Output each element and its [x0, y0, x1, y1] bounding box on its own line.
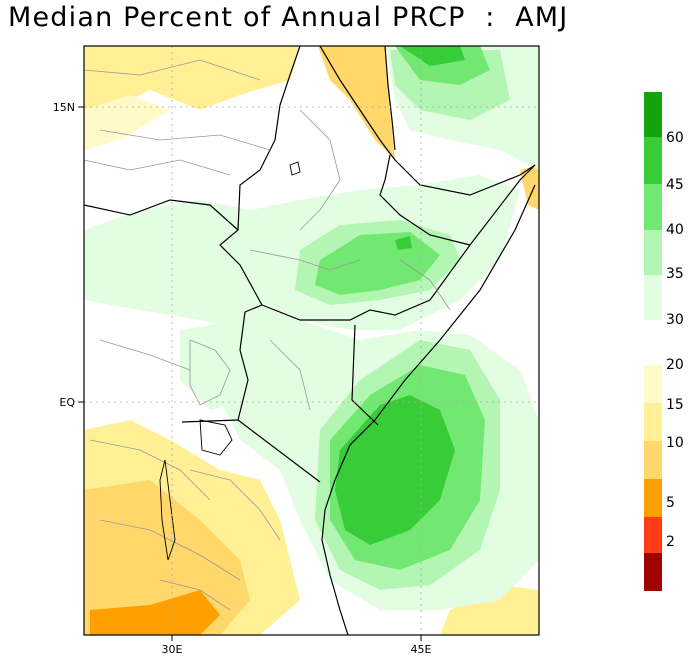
colorbar-seg-20 [644, 365, 662, 403]
south-east-dry [440, 585, 539, 635]
y-tick-eq: EQ [59, 396, 75, 409]
x-tick-30e: 30E [162, 643, 183, 656]
colorbar-label-35: 35 [666, 266, 684, 282]
country-borders [84, 46, 536, 483]
gridlines [84, 46, 539, 635]
colorbar-label-40: 40 [666, 222, 684, 238]
wet-regions [84, 46, 539, 610]
colorbar-seg-15 [644, 403, 662, 441]
south-west-dry-mid [84, 480, 250, 635]
colorbar-seg-60 [644, 92, 662, 137]
coast-45 [335, 395, 455, 545]
admin-boundaries [84, 59, 451, 611]
colorbar-label-2: 2 [666, 534, 675, 550]
map-title: Median Percent of Annual PRCP : AMJ [8, 2, 569, 33]
coastline [319, 46, 536, 635]
uganda-light [180, 320, 260, 410]
sahel-west-dry [84, 46, 300, 130]
colorbar-seg-5 [644, 479, 662, 517]
colorbar-label-5: 5 [666, 495, 675, 511]
colorbar-seg-35 [644, 230, 662, 275]
colorbar-seg-45 [644, 137, 662, 184]
colorbar-label-10: 10 [666, 435, 684, 451]
x-tick-45e: 45E [411, 643, 432, 656]
ethiopia-highland-45 [395, 236, 412, 250]
red-sea-green-45 [400, 46, 465, 66]
colorbar-label-60: 60 [666, 130, 684, 146]
horn-tip-dry [520, 165, 539, 210]
colorbar-seg-0 [644, 553, 662, 591]
colorbar-seg-2 [644, 517, 662, 553]
colorbar-label-30: 30 [666, 312, 684, 328]
colorbar-seg-10 [644, 441, 662, 479]
sahel-west-dry-light [84, 95, 170, 150]
dry-regions [84, 46, 539, 635]
axis-ticks [78, 106, 422, 641]
y-tick-15n: 15N [53, 101, 75, 114]
colorbar-label-20: 20 [666, 357, 684, 373]
lakes [159, 161, 301, 561]
colorbar-label-15: 15 [666, 397, 684, 413]
south-orange [90, 590, 220, 635]
colorbar-label-45: 45 [666, 177, 684, 193]
map-frame [83, 45, 540, 636]
colorbar-seg-40 [644, 184, 662, 230]
colorbar-seg-30 [644, 275, 662, 320]
